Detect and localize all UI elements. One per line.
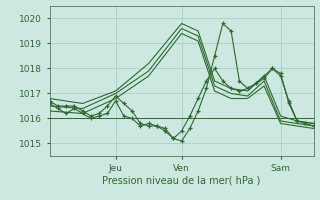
X-axis label: Pression niveau de la mer( hPa ): Pression niveau de la mer( hPa ) bbox=[102, 175, 261, 185]
